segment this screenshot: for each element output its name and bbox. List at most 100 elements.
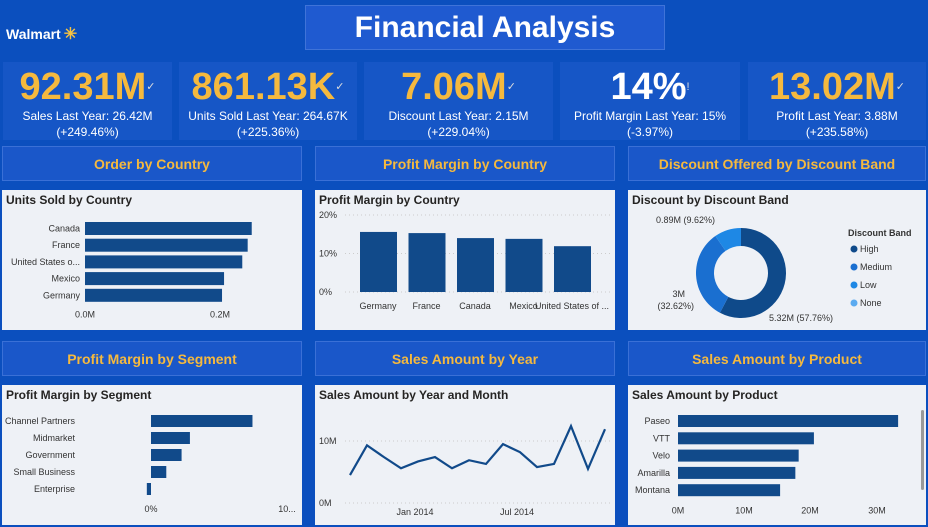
legend-item: Low [860,280,877,290]
category-label: Enterprise [34,484,75,494]
y-tick-label: 0% [319,287,332,297]
bar[interactable] [151,432,190,444]
x-tick-label: Jan 2014 [396,507,433,517]
kpi-last-year: Profit Last Year: 3.88M [776,109,898,123]
category-label: France [412,301,440,311]
bar[interactable] [151,415,253,427]
bar[interactable] [678,415,899,427]
kpi-last-year: Units Sold Last Year: 264.67K [188,109,348,123]
bar[interactable] [151,466,167,478]
category-label: United States o... [11,257,80,267]
section-button[interactable]: Discount Offered by Discount Band [628,146,926,181]
bar[interactable] [85,238,248,252]
section-button[interactable]: Profit Margin by Country [315,146,615,181]
bar[interactable] [678,466,796,479]
kpi-value-text: 14% [610,66,687,108]
legend-item: High [860,244,879,254]
chart-panel: Paseo VTT Velo Amarilla Montana 0M 10M 20M 30M Sa… [628,385,926,525]
chart-title: Sales Amount by Product [632,388,778,402]
bar[interactable] [151,449,182,461]
category-label: United States of ... [535,301,609,311]
y-tick-label: 0M [319,498,332,508]
data-label: 0.89M (9.62%) [656,215,715,225]
category-label: Canada [459,301,491,311]
bar[interactable] [360,231,397,292]
section-button[interactable]: Order by Country [2,146,302,181]
category-label: Mexico [51,274,80,284]
x-tick-label: 0.2M [210,310,230,320]
sales-line[interactable] [349,423,607,476]
donut-slice[interactable] [696,236,729,313]
legend-title: Discount Band [848,228,912,238]
category-label: Channel Partners [5,416,76,426]
chart-panel: 0% 10% 20% Germany France Canada Mexico United … [315,190,615,330]
bar[interactable] [678,432,814,445]
x-tick-label: 0.0M [75,310,95,320]
bar[interactable] [505,238,543,292]
kpi-value: 7.06M✓ [364,66,553,108]
y-tick-label: 20% [319,210,337,220]
section-button[interactable]: Profit Margin by Segment [2,341,302,376]
y-tick-label: 10% [319,249,337,259]
kpi-value-text: 13.02M [769,66,896,108]
bar[interactable] [85,222,252,235]
section-button[interactable]: Sales Amount by Product [628,341,926,376]
kpi-card: 861.13K✓ Units Sold Last Year: 264.67K (+2… [179,62,357,140]
category-label: Germany [43,290,81,300]
kpi-change: (+225.36%) [236,125,300,139]
bar[interactable] [678,449,799,462]
kpi-card: 92.31M✓ Sales Last Year: 26.42M (+249.46%) [3,62,172,140]
bar[interactable] [85,255,243,269]
legend-marker [850,281,858,289]
x-tick-label: 0% [144,504,157,514]
legend-item: Medium [860,262,892,272]
category-label: Canada [48,224,80,234]
chart-svg: Paseo VTT Velo Amarilla Montana 0M 10M 20M 30M [635,410,924,516]
kpi-last-year: Profit Margin Last Year: 15% [573,109,727,123]
kpi-value: 92.31M✓ [3,66,172,108]
walmart-logo: Walmart ✳ [6,24,77,44]
bar[interactable] [85,288,223,302]
category-label: France [52,240,80,250]
kpi-change: (+235.58%) [805,125,869,139]
data-label: 5.32M (57.76%) [769,313,833,323]
chart-svg: 0% 10% 20% Germany France Canada MexicoUnited … [319,210,610,311]
kpi-change: (-3.97%) [626,125,673,139]
scrollbar[interactable] [921,410,924,490]
legend-marker [850,299,858,307]
spark-icon: ✳ [63,26,78,43]
chart-svg: 0M 10M Jan 2014 Jul 2014 [319,423,610,517]
x-tick-label: 10M [735,506,753,516]
kpi-last-year: Discount Last Year: 2.15M [388,109,529,123]
x-tick-label: 0M [672,506,685,516]
bar[interactable] [457,238,494,292]
bar[interactable] [85,272,225,286]
x-tick-label: 20M [801,506,819,516]
kpi-card: 14%! Profit Margin Last Year: 15% (-3.97%) [560,62,740,140]
category-label: Germany [359,301,397,311]
check-icon: ✓ [895,81,905,93]
page-title: Financial Analysis [305,5,665,50]
kpi-value-text: 92.31M [19,66,147,108]
kpi-card: 7.06M✓ Discount Last Year: 2.15M (+229.04%… [364,62,553,140]
kpi-card: 13.02M✓ Profit Last Year: 3.88M (+235.58%) [748,62,926,140]
category-label: Paseo [644,416,670,426]
x-tick-label: 30M [868,506,886,516]
donut-slice[interactable] [715,228,741,251]
data-label: 3M [672,289,685,299]
kpi-change: (+249.46%) [56,125,119,139]
donut-slice[interactable] [719,228,786,318]
bar[interactable] [408,233,446,292]
y-tick-label: 10M [319,436,337,446]
bar[interactable] [678,484,781,497]
kpi-value: 14%! [560,66,740,108]
kpi-value-text: 861.13K [191,66,336,108]
bar[interactable] [554,246,591,292]
category-label: Midmarket [33,433,76,443]
x-tick-label: Jul 2014 [500,507,534,517]
section-button[interactable]: Sales Amount by Year [315,341,615,376]
chart-panel: 0M 10M Jan 2014 Jul 2014 Sales Amount by Yea… [315,385,615,525]
legend-marker [850,245,858,253]
bar[interactable] [146,483,151,495]
check-icon: ✓ [335,81,345,93]
